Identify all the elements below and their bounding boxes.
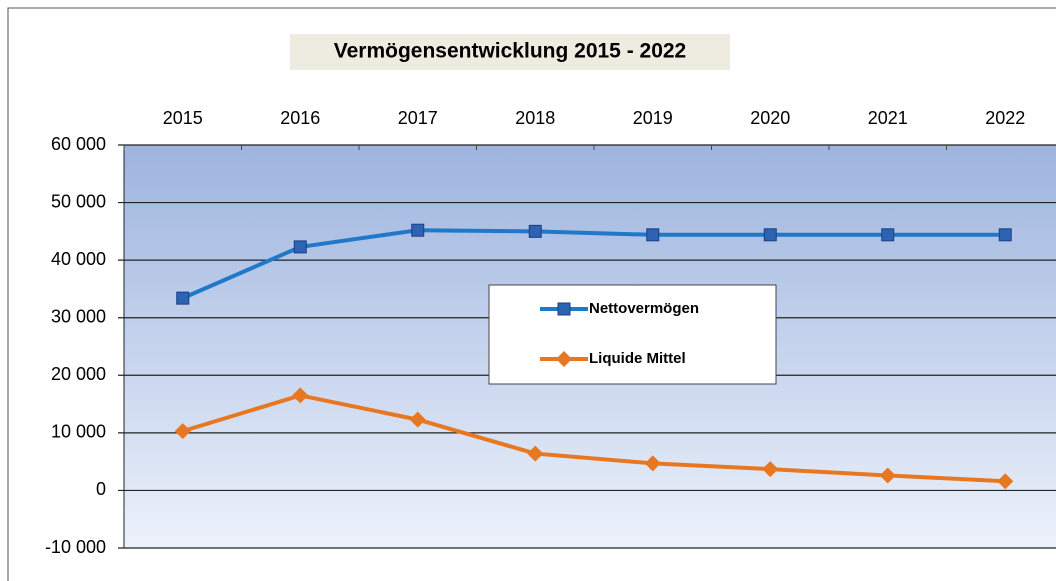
legend-label: Nettovermögen: [589, 300, 699, 317]
marker: [176, 291, 190, 305]
marker: [998, 228, 1012, 242]
marker: [411, 223, 425, 237]
x-tick-label: 2022: [985, 108, 1025, 128]
title-box: [290, 34, 730, 70]
marker: [409, 411, 426, 428]
y-tick-label: 20 000: [51, 364, 106, 384]
chart-title: Vermögensentwicklung 2015 - 2022: [334, 40, 687, 63]
marker: [293, 240, 307, 254]
marker: [763, 228, 777, 242]
marker: [527, 445, 544, 462]
x-tick-label: 2019: [633, 108, 673, 128]
marker: [528, 224, 542, 238]
x-tick-label: 2021: [868, 108, 908, 128]
y-tick-label: 30 000: [51, 306, 106, 326]
marker: [762, 461, 779, 478]
marker: [881, 228, 895, 242]
x-tick-label: 2015: [163, 108, 203, 128]
x-tick-label: 2020: [750, 108, 790, 128]
marker: [556, 351, 572, 367]
y-tick-label: 60 000: [51, 134, 106, 154]
y-tick-label: -10 000: [45, 537, 106, 557]
marker: [997, 473, 1014, 490]
marker: [879, 467, 896, 484]
x-tick-label: 2017: [398, 108, 438, 128]
y-tick-label: 10 000: [51, 422, 106, 442]
marker: [292, 387, 309, 404]
legend: [488, 284, 777, 385]
marker: [644, 455, 661, 472]
x-tick-label: 2016: [280, 108, 320, 128]
legend-label: Liquide Mittel: [589, 350, 686, 367]
y-tick-label: 40 000: [51, 249, 106, 269]
y-tick-label: 50 000: [51, 191, 106, 211]
series-line: [182, 393, 1006, 484]
marker: [557, 302, 571, 316]
series-line: [181, 228, 1006, 300]
marker: [646, 228, 660, 242]
x-tick-label: 2018: [515, 108, 555, 128]
marker: [174, 423, 191, 440]
y-tick-label: 0: [96, 479, 106, 499]
